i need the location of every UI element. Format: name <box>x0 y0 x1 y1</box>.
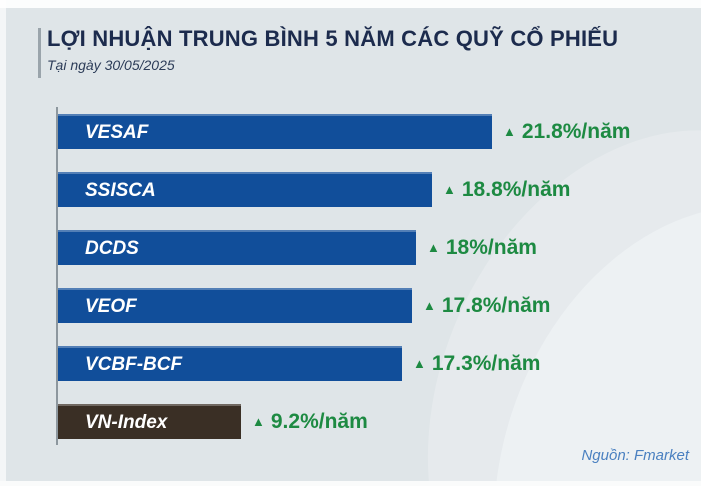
bar: DCDS <box>58 230 416 265</box>
bar-row: VN-Index ▲ 9.2%/năm <box>58 404 698 439</box>
bar-value: ▲ 18.8%/năm <box>443 172 570 207</box>
bar-label: VN-Index <box>85 411 168 433</box>
title-left-rule <box>38 28 41 78</box>
bar-label: DCDS <box>85 237 139 259</box>
up-arrow-icon: ▲ <box>423 298 436 313</box>
top-edge-strip <box>0 0 701 8</box>
bottom-edge-strip <box>0 481 701 486</box>
bar-value-label: 21.8%/năm <box>521 119 631 143</box>
as-of-date: Tại ngày 30/05/2025 <box>47 57 175 73</box>
bar-value: ▲ 18%/năm <box>427 230 537 265</box>
bar-value-label: 18%/năm <box>445 235 537 259</box>
bar-row: SSISCA ▲ 18.8%/năm <box>58 172 698 207</box>
bar-value-label: 17.3%/năm <box>431 351 541 375</box>
y-axis-line <box>56 107 58 445</box>
bar: SSISCA <box>58 172 432 207</box>
bar-value-label: 9.2%/năm <box>270 409 368 433</box>
up-arrow-icon: ▲ <box>413 356 426 371</box>
bar-row: VESAF ▲ 21.8%/năm <box>58 114 698 149</box>
bar: VN-Index <box>58 404 241 439</box>
bar-row: VEOF ▲ 17.8%/năm <box>58 288 698 323</box>
bar: VEOF <box>58 288 412 323</box>
up-arrow-icon: ▲ <box>252 414 265 429</box>
bar: VESAF <box>58 114 492 149</box>
bar-label: VESAF <box>85 121 149 143</box>
source-note: Nguồn: Fmarket <box>581 447 689 464</box>
bar-value-label: 17.8%/năm <box>441 293 551 317</box>
bar: VCBF-BCF <box>58 346 402 381</box>
bar-row: DCDS ▲ 18%/năm <box>58 230 698 265</box>
page-title: LỢI NHUẬN TRUNG BÌNH 5 NĂM CÁC QUỸ CỔ PH… <box>47 26 619 51</box>
bar-value: ▲ 17.8%/năm <box>423 288 550 323</box>
bar-chart: VESAF ▲ 21.8%/năm SSISCA ▲ 18.8%/năm DCD… <box>58 114 698 462</box>
up-arrow-icon: ▲ <box>503 124 516 139</box>
bar-label: VEOF <box>85 295 137 317</box>
bar-row: VCBF-BCF ▲ 17.3%/năm <box>58 346 698 381</box>
up-arrow-icon: ▲ <box>443 182 456 197</box>
bar-value: ▲ 21.8%/năm <box>503 114 630 149</box>
up-arrow-icon: ▲ <box>427 240 440 255</box>
bar-label: VCBF-BCF <box>85 353 183 375</box>
bar-label: SSISCA <box>85 179 156 201</box>
bar-value: ▲ 17.3%/năm <box>413 346 540 381</box>
left-edge-strip <box>0 0 6 486</box>
bar-value: ▲ 9.2%/năm <box>252 404 368 439</box>
bar-value-label: 18.8%/năm <box>461 177 571 201</box>
